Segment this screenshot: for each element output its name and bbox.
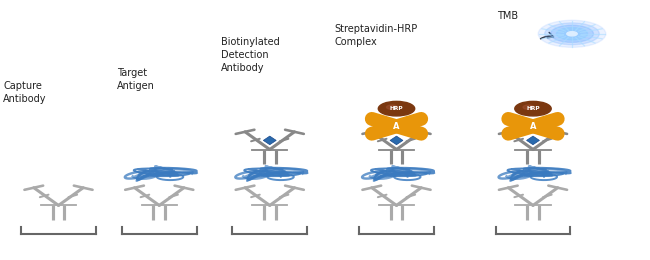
Text: TMB: TMB <box>497 11 519 21</box>
Polygon shape <box>263 136 276 145</box>
Circle shape <box>562 30 582 38</box>
Text: HRP: HRP <box>390 106 403 111</box>
Text: HRP: HRP <box>526 106 539 111</box>
Circle shape <box>551 25 593 42</box>
Text: Capture
Antibody: Capture Antibody <box>3 81 47 104</box>
Text: A: A <box>530 122 536 131</box>
Circle shape <box>387 105 397 109</box>
Polygon shape <box>526 136 539 145</box>
Circle shape <box>515 101 551 116</box>
Text: A: A <box>393 122 400 131</box>
Circle shape <box>562 30 582 38</box>
Circle shape <box>538 20 606 47</box>
Circle shape <box>567 32 577 36</box>
Circle shape <box>556 28 588 40</box>
Circle shape <box>523 105 534 109</box>
Polygon shape <box>390 136 403 145</box>
Text: Biotinylated
Detection
Antibody: Biotinylated Detection Antibody <box>221 37 280 73</box>
Text: Streptavidin-HRP
Complex: Streptavidin-HRP Complex <box>335 24 418 47</box>
Circle shape <box>378 101 415 116</box>
Text: Target
Antigen: Target Antigen <box>117 68 155 91</box>
Circle shape <box>545 23 599 45</box>
